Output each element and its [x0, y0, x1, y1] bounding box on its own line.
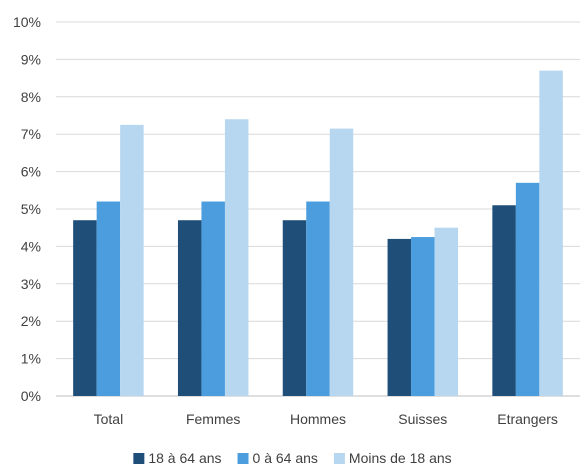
- y-tick-label: 0%: [21, 388, 41, 404]
- legend: 18 à 64 ans 0 à 64 ans Moins de 18 ans: [133, 450, 452, 466]
- x-category-label: Suisses: [398, 411, 447, 427]
- bar-etrangers-series-1: [492, 205, 516, 396]
- legend-item: 18 à 64 ans: [133, 450, 222, 466]
- bar-etrangers-series-2: [515, 182, 540, 396]
- legend-label: 0 à 64 ans: [253, 450, 318, 466]
- x-category-label: Total: [94, 411, 124, 427]
- x-axis-category-labels: Total Femmes Hommes Suisses Etrangers: [94, 411, 558, 427]
- legend-item: Moins de 18 ans: [333, 450, 452, 466]
- y-tick-label: 5%: [21, 201, 41, 217]
- bar-hommes-series-1: [282, 220, 307, 396]
- bar-femmes-series-3: [224, 119, 249, 397]
- x-category-label: Etrangers: [497, 411, 558, 427]
- y-tick-label: 7%: [21, 126, 41, 142]
- y-tick-label: 4%: [21, 238, 41, 254]
- y-tick-label: 2%: [21, 313, 41, 329]
- bar-total-series-3: [120, 124, 144, 396]
- bar-femmes-series-2: [201, 201, 225, 396]
- y-tick-label: 10%: [13, 14, 41, 30]
- y-axis-tick-labels: 0% 1% 2% 3% 4% 5% 6% 7% 8% 9% 10%: [13, 14, 41, 404]
- y-tick-label: 9%: [21, 51, 41, 67]
- bar-hommes-series-2: [306, 201, 330, 396]
- bar-hommes-series-3: [329, 128, 354, 396]
- bar-suisses-series-3: [434, 227, 459, 396]
- bar-total-series-1: [73, 220, 97, 396]
- legend-swatch: [133, 453, 145, 464]
- legend-item: 0 à 64 ans: [237, 450, 318, 466]
- y-tick-label: 3%: [21, 276, 41, 292]
- bar-suisses-series-2: [411, 237, 435, 396]
- legend-label: 18 à 64 ans: [148, 450, 221, 466]
- legend-swatch: [333, 453, 345, 464]
- legend-label: Moins de 18 ans: [349, 450, 452, 466]
- bar-suisses-series-1: [387, 238, 412, 396]
- y-tick-label: 6%: [21, 164, 41, 180]
- bars: [73, 70, 563, 397]
- bar-etrangers-series-3: [539, 70, 563, 397]
- y-tick-label: 1%: [21, 351, 41, 367]
- bar-femmes-series-1: [177, 220, 202, 396]
- x-category-label: Femmes: [186, 411, 240, 427]
- y-tick-label: 8%: [21, 89, 41, 105]
- bar-total-series-2: [96, 201, 121, 396]
- legend-swatch: [237, 453, 249, 464]
- x-category-label: Hommes: [290, 411, 346, 427]
